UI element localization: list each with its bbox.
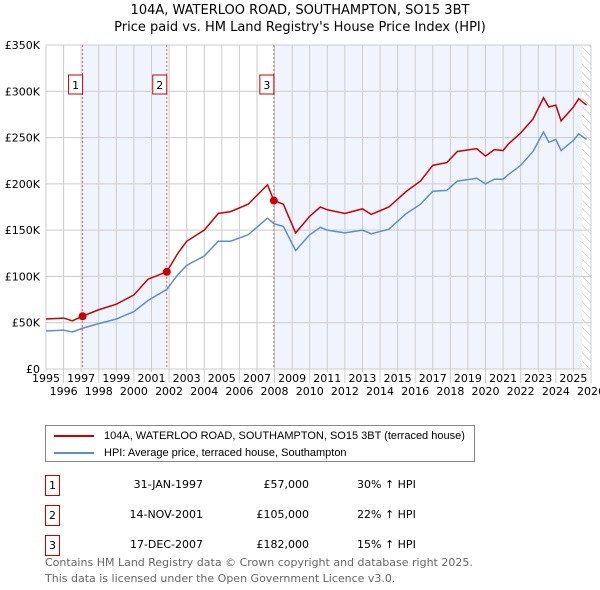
x-tick-label: 1995 bbox=[32, 372, 60, 385]
footer-copyright: Contains HM Land Registry data © Crown c… bbox=[45, 556, 473, 569]
legend-swatch bbox=[54, 435, 94, 437]
legend: 104A, WATERLOO ROAD, SOUTHAMPTON, SO15 3… bbox=[45, 425, 475, 462]
y-tick-label: £300K bbox=[5, 85, 41, 98]
sale-row: 1 31-JAN-1997 £57,000 30% ↑ HPI bbox=[45, 475, 465, 496]
hpi-line bbox=[45, 130, 588, 333]
sale-point bbox=[162, 267, 171, 276]
sale-number: 2 bbox=[45, 505, 60, 526]
sale-row: 2 14-NOV-2001 £105,000 22% ↑ HPI bbox=[45, 505, 465, 526]
sale-price: £57,000 bbox=[263, 478, 310, 491]
x-tick-label: 2026 bbox=[577, 385, 600, 398]
sale-hpi-change: 30% ↑ HPI bbox=[357, 478, 416, 491]
y-tick-label: £250K bbox=[5, 132, 41, 145]
y-tick-label: £50K bbox=[12, 317, 41, 330]
sale-marker-label: 2 bbox=[156, 79, 163, 92]
sale-price: £182,000 bbox=[256, 538, 310, 551]
legend-label: 104A, WATERLOO ROAD, SOUTHAMPTON, SO15 3… bbox=[104, 430, 465, 442]
sale-date: 31-JAN-1997 bbox=[133, 478, 203, 491]
x-tick-label: 2010 bbox=[296, 385, 324, 398]
sale-marker-box bbox=[152, 74, 168, 95]
property-price-line bbox=[45, 96, 588, 322]
sale-hpi-change: 15% ↑ HPI bbox=[357, 538, 416, 551]
sale-marker-label: 3 bbox=[263, 79, 270, 92]
sale-date: 14-NOV-2001 bbox=[129, 508, 203, 521]
x-tick-label: 2003 bbox=[173, 372, 201, 385]
legend-item-hpi: HPI: Average price, terraced house, Sout… bbox=[54, 445, 347, 461]
x-tick-label: 2023 bbox=[524, 372, 552, 385]
sale-hpi-change: 22% ↑ HPI bbox=[357, 508, 416, 521]
legend-label: HPI: Average price, terraced house, Sout… bbox=[104, 447, 347, 459]
x-tick-label: 1999 bbox=[102, 372, 130, 385]
sale-marker-label: 1 bbox=[72, 79, 79, 92]
x-tick-label: 2006 bbox=[225, 385, 253, 398]
sale-point bbox=[78, 312, 87, 321]
price-chart: 1995199619971998199920002001200220032004… bbox=[5, 39, 600, 398]
x-tick-label: 2005 bbox=[208, 372, 236, 385]
x-tick-label: 2004 bbox=[190, 385, 218, 398]
legend-item-property: 104A, WATERLOO ROAD, SOUTHAMPTON, SO15 3… bbox=[54, 428, 465, 444]
x-tick-label: 2015 bbox=[384, 372, 412, 385]
x-tick-label: 2024 bbox=[542, 385, 570, 398]
x-tick-label: 2000 bbox=[120, 385, 148, 398]
legend-swatch bbox=[54, 452, 94, 454]
y-tick-label: £200K bbox=[5, 178, 41, 191]
shaded-period bbox=[273, 45, 583, 369]
x-tick-label: 2016 bbox=[401, 385, 429, 398]
y-tick-label: £0 bbox=[26, 363, 40, 376]
x-tick-label: 2007 bbox=[243, 372, 271, 385]
y-tick-label: £150K bbox=[5, 224, 41, 237]
x-tick-label: 2025 bbox=[559, 372, 587, 385]
x-tick-label: 1996 bbox=[50, 385, 78, 398]
sale-row: 3 17-DEC-2007 £182,000 15% ↑ HPI bbox=[45, 535, 465, 556]
x-tick-label: 2008 bbox=[261, 385, 289, 398]
x-tick-label: 2021 bbox=[489, 372, 517, 385]
x-tick-label: 1998 bbox=[85, 385, 113, 398]
x-tick-label: 2018 bbox=[436, 385, 464, 398]
sale-date: 17-DEC-2007 bbox=[129, 538, 203, 551]
x-tick-label: 2013 bbox=[348, 372, 376, 385]
x-tick-label: 2020 bbox=[472, 385, 500, 398]
x-tick-label: 2022 bbox=[507, 385, 535, 398]
sale-number: 1 bbox=[45, 475, 60, 496]
x-tick-label: 1997 bbox=[67, 372, 95, 385]
chart-subtitle: Price paid vs. HM Land Registry's House … bbox=[114, 20, 486, 35]
x-tick-label: 2001 bbox=[137, 372, 165, 385]
y-tick-label: £350K bbox=[5, 39, 41, 52]
sale-marker-box bbox=[68, 74, 84, 95]
x-tick-label: 2019 bbox=[454, 372, 482, 385]
future-hatch bbox=[582, 45, 591, 369]
sale-price: £105,000 bbox=[256, 508, 310, 521]
sale-number: 3 bbox=[45, 535, 60, 556]
x-tick-label: 2014 bbox=[366, 385, 394, 398]
footer-licence: This data is licensed under the Open Gov… bbox=[45, 572, 396, 585]
sale-point bbox=[269, 196, 278, 205]
y-tick-label: £100K bbox=[5, 270, 41, 283]
x-tick-label: 2012 bbox=[331, 385, 359, 398]
sale-marker-box bbox=[259, 74, 275, 95]
x-tick-label: 2017 bbox=[419, 372, 447, 385]
x-tick-label: 2009 bbox=[278, 372, 306, 385]
chart-title: 104A, WATERLOO ROAD, SOUTHAMPTON, SO15 3… bbox=[130, 3, 470, 18]
x-tick-label: 2002 bbox=[155, 385, 183, 398]
x-tick-label: 2011 bbox=[313, 372, 341, 385]
